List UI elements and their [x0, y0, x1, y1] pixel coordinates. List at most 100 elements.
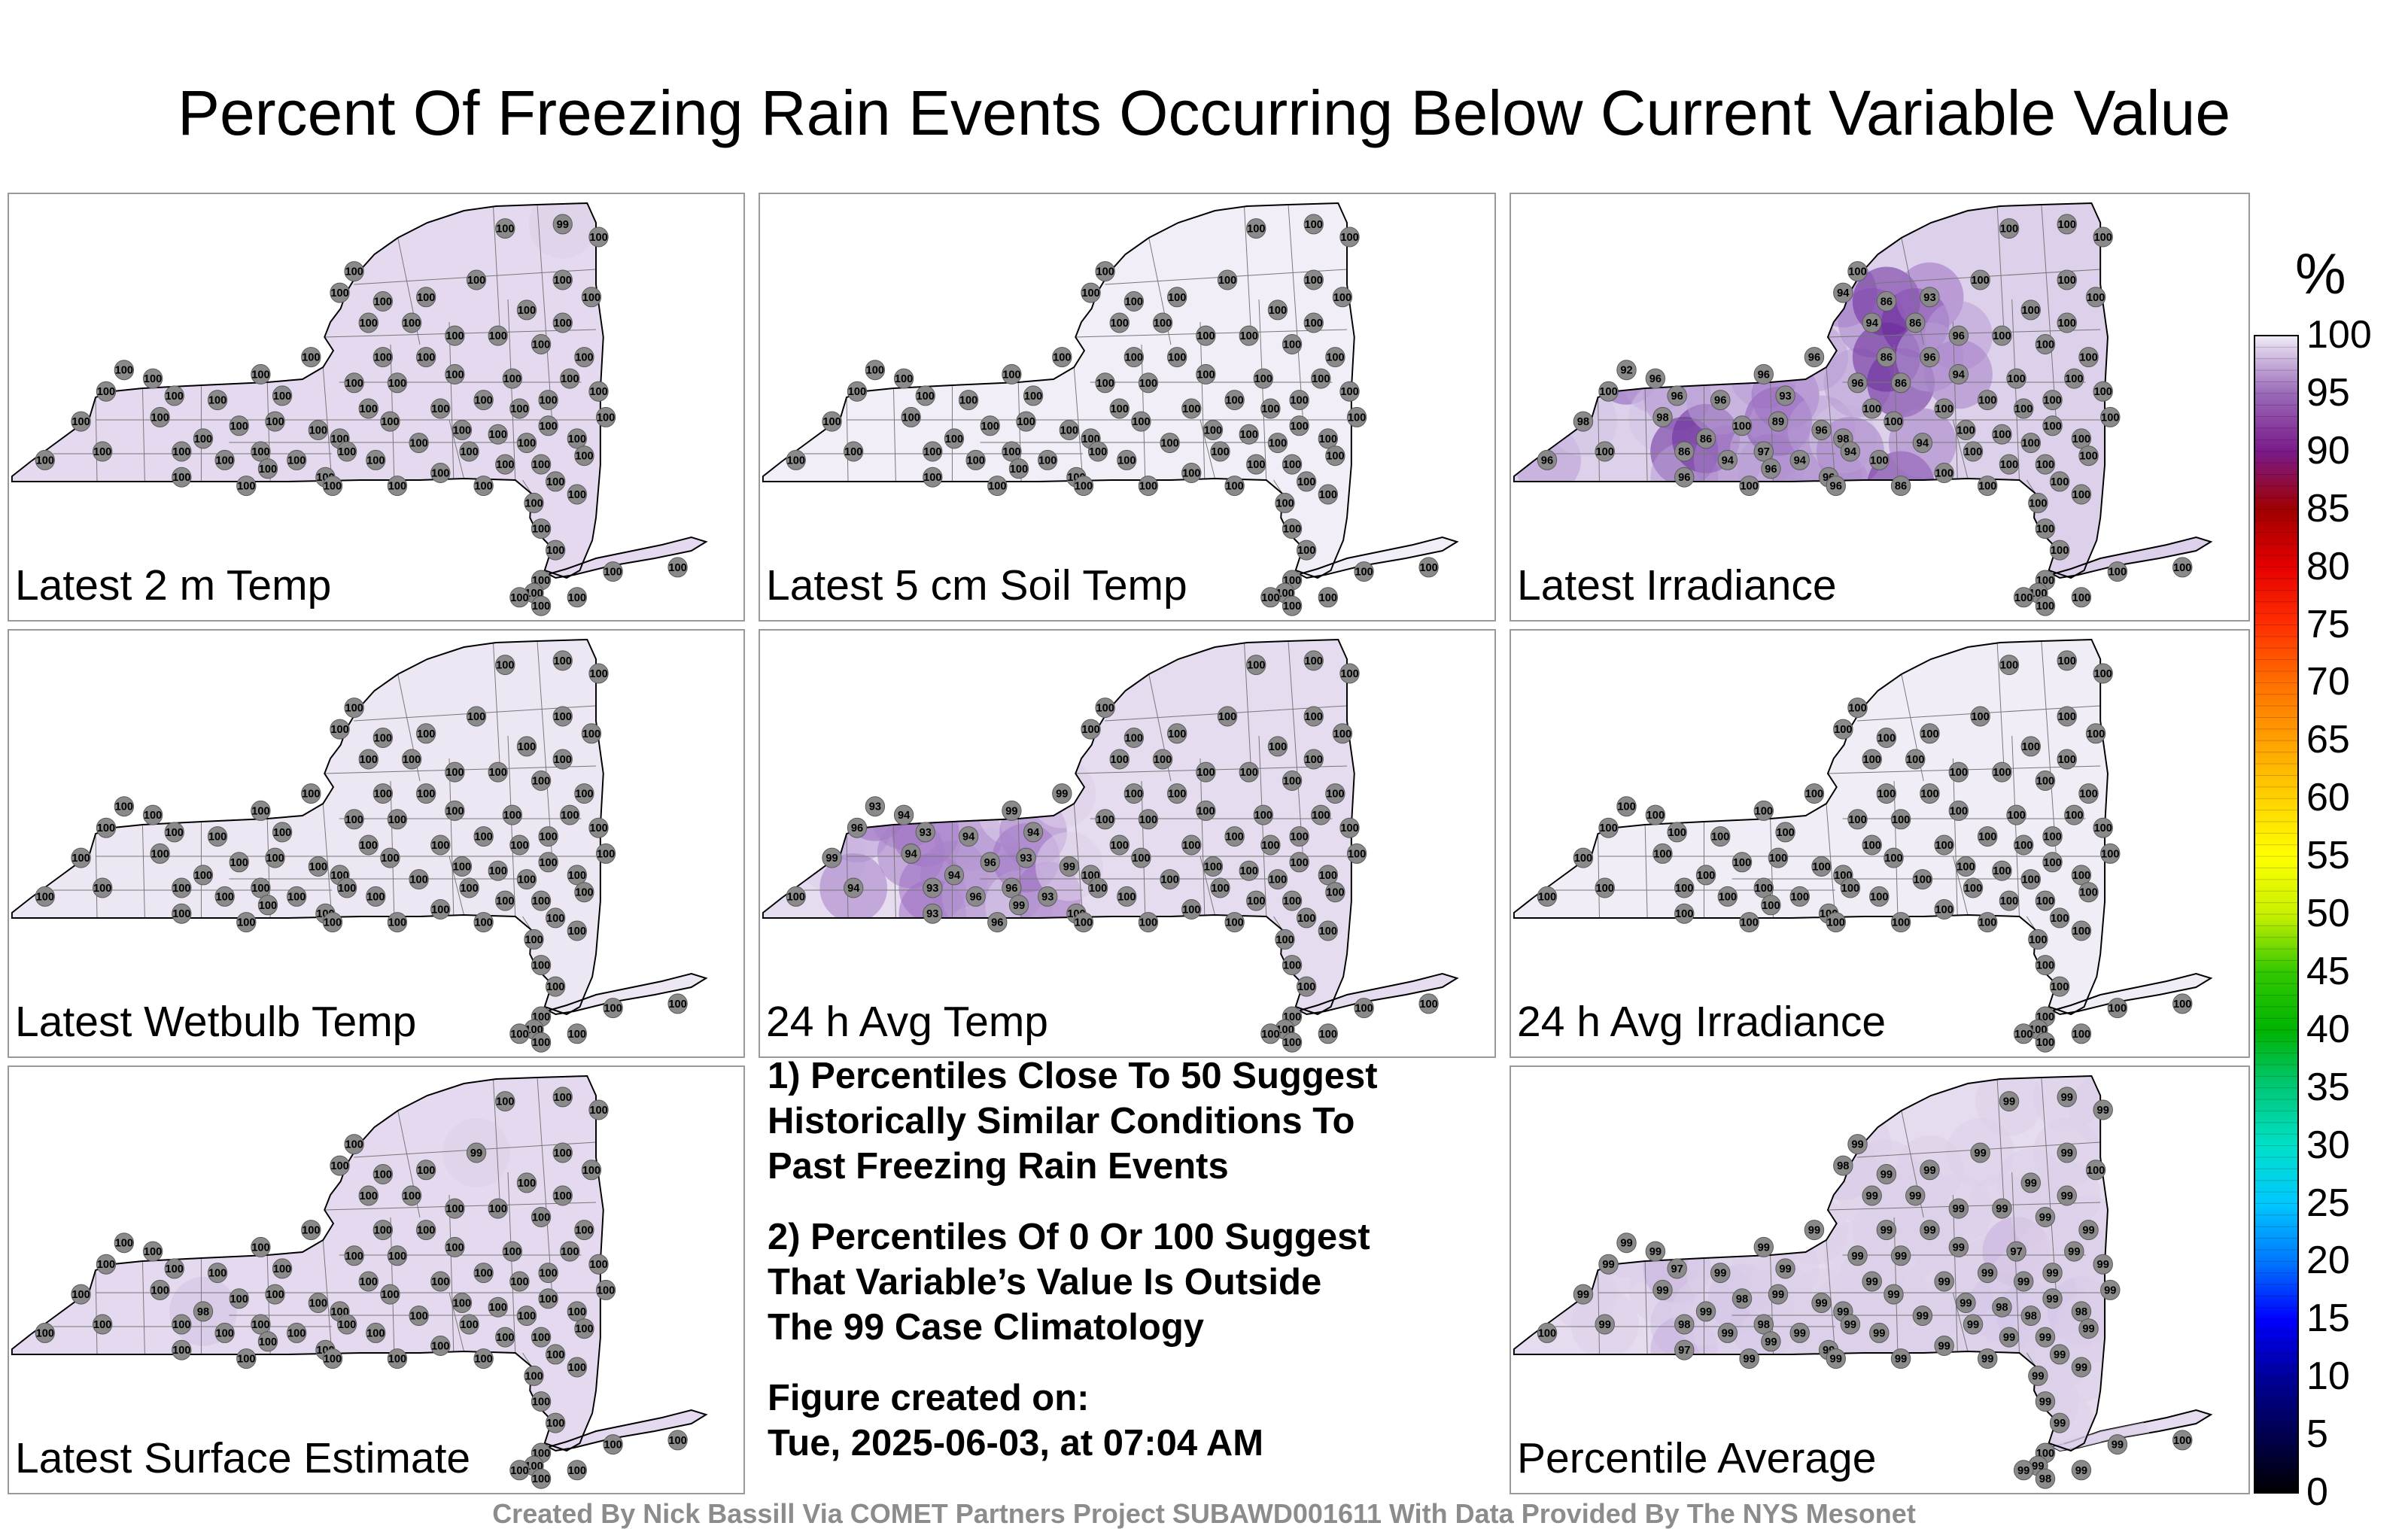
station-value: 100 [71, 853, 90, 865]
county-line [892, 388, 896, 482]
station-value: 100 [115, 801, 133, 813]
station-marker: 100 [2035, 890, 2056, 911]
station-marker: 86 [1905, 312, 1926, 333]
station-marker: 100 [1354, 561, 1374, 582]
station-marker: 100 [1890, 809, 1911, 830]
station-marker: 99 [1876, 1164, 1897, 1184]
station-marker: 100 [358, 1271, 379, 1292]
station-marker: 100 [531, 1207, 552, 1227]
station-marker: 100 [1303, 706, 1324, 727]
station-marker: 100 [358, 312, 379, 333]
station-marker: 100 [2100, 406, 2121, 427]
station-value: 100 [1595, 446, 1613, 458]
station-value: 100 [1196, 330, 1215, 342]
station-value: 100 [259, 1336, 277, 1348]
station-marker: 100 [330, 282, 350, 303]
station-marker: 100 [546, 1412, 566, 1433]
station-value: 100 [2043, 831, 2061, 843]
station-marker: 100 [552, 1185, 573, 1206]
station-marker: 100 [372, 783, 394, 804]
station-marker: 100 [538, 1263, 558, 1284]
station-marker: 100 [588, 381, 609, 402]
station-marker: 100 [1761, 895, 1781, 916]
station-value: 100 [1805, 788, 1823, 800]
state-fill [1513, 640, 2108, 1014]
county-line [1288, 204, 1303, 421]
station-marker: 100 [560, 1241, 580, 1262]
station-marker: 100 [265, 411, 285, 432]
station-value: 96 [1851, 378, 1863, 390]
station-marker: 100 [509, 1023, 530, 1044]
station-marker: 100 [1739, 476, 1759, 497]
station-marker: 100 [1239, 860, 1259, 881]
station-marker: 100 [2035, 518, 2056, 540]
station-value: 100 [381, 853, 399, 865]
station-marker: 100 [1862, 749, 1882, 770]
station-value: 100 [1950, 805, 1968, 817]
panel-label: Latest 2 m Temp [15, 561, 332, 609]
note-date: Figure created on: Tue, 2025-06-03, at 0… [768, 1378, 1264, 1464]
station-value: 100 [532, 1332, 550, 1344]
station-value: 96 [1758, 369, 1770, 381]
station-marker: 100 [1297, 976, 1317, 997]
station-value: 100 [230, 857, 248, 869]
station-marker: 100 [531, 771, 552, 791]
station-marker: 96 [1826, 476, 1846, 497]
station-value: 93 [1020, 853, 1032, 865]
station-value: 99 [1866, 1276, 1878, 1288]
station-marker: 100 [844, 441, 864, 462]
station-marker: 100 [1123, 291, 1145, 312]
station-marker: 100 [416, 347, 436, 368]
county-line [448, 856, 464, 916]
station-marker: 100 [301, 783, 321, 804]
station-value: 94 [1917, 437, 1929, 449]
station-marker: 100 [893, 368, 914, 389]
station-value: 99 [1602, 1259, 1614, 1271]
station-marker: 100 [488, 1296, 508, 1318]
station-marker: 100 [372, 1164, 394, 1184]
station-value: 99 [1960, 1297, 1972, 1309]
station-marker: 100 [2020, 299, 2041, 321]
station-value: 100 [309, 424, 327, 436]
station-value: 100 [374, 351, 392, 363]
station-value: 100 [1978, 916, 1996, 929]
station-value: 100 [374, 788, 392, 800]
county-line [537, 204, 552, 421]
station-marker: 100 [301, 1220, 321, 1241]
station-value: 100 [237, 916, 255, 929]
station-marker: 100 [965, 449, 986, 470]
station-marker: 100 [847, 381, 868, 402]
station-value: 100 [208, 1267, 227, 1279]
county-line [448, 758, 455, 917]
station-marker: 100 [387, 372, 408, 394]
station-marker: 94 [1789, 449, 1810, 470]
station-value: 100 [172, 908, 190, 920]
county-line [1598, 833, 1600, 919]
station-marker: 100 [1008, 458, 1029, 479]
station-value: 100 [467, 711, 485, 723]
county-line [1644, 824, 1648, 919]
station-marker: 94 [1833, 282, 1853, 303]
station-marker: 100 [372, 1220, 394, 1241]
station-marker: 100 [1956, 420, 1976, 440]
station-marker: 100 [1239, 761, 1259, 783]
county-line [2011, 299, 2020, 481]
station-marker: 99 [2035, 1391, 2056, 1412]
station-marker: 100 [96, 817, 117, 838]
state-outline [1513, 638, 2109, 1016]
station-marker: 100 [1253, 804, 1274, 825]
station-marker: 100 [1303, 749, 1324, 770]
station-marker: 100 [531, 890, 552, 911]
station-value: 100 [503, 810, 521, 822]
station-marker: 100 [1977, 390, 1998, 411]
station-marker: 100 [2100, 843, 2121, 864]
station-value: 100 [345, 266, 363, 278]
station-marker: 100 [531, 334, 552, 354]
station-marker: 97 [1674, 1339, 1695, 1360]
station-marker: 100 [2035, 334, 2056, 354]
county-line [141, 388, 145, 482]
station-value: 100 [1326, 451, 1344, 463]
station-marker: 100 [114, 360, 135, 381]
station-value: 100 [172, 446, 190, 458]
station-value: 100 [150, 1284, 169, 1296]
